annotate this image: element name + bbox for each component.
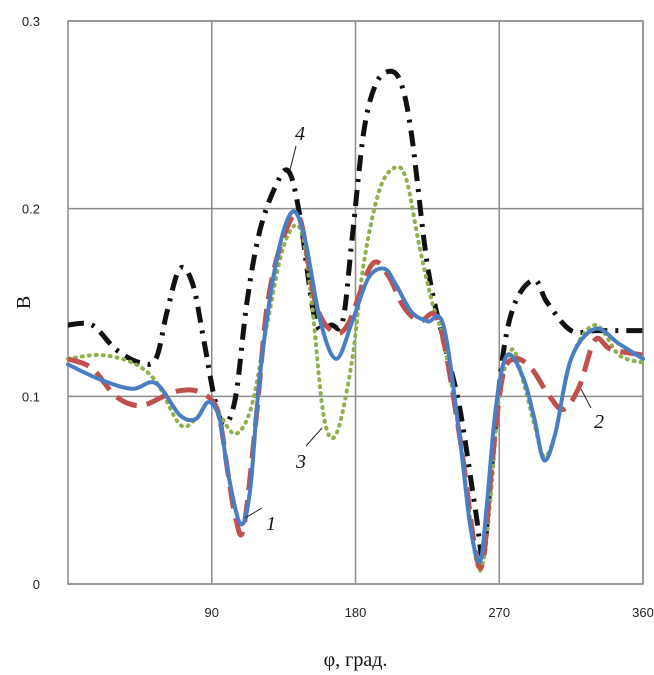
y-tick-label: 0	[33, 577, 40, 592]
grid	[67, 20, 644, 585]
x-axis-title: φ, град.	[324, 649, 388, 671]
series-line-2	[67, 211, 644, 571]
y-tick-label: 0.3	[22, 14, 40, 29]
y-tick-label: 0.2	[22, 202, 40, 217]
x-tick-label: 180	[345, 605, 367, 620]
tick-labels: 90 180 270 360 0 0.1 0.2 0.3	[22, 14, 654, 620]
y-axis-title: B	[13, 296, 35, 309]
curve-label-4: 4	[295, 123, 305, 145]
x-tick-label: 270	[488, 605, 510, 620]
curve-label-leader	[580, 388, 592, 409]
series-layer	[66, 68, 645, 573]
curve-label-leader	[305, 427, 323, 447]
y-tick-label: 0.1	[22, 389, 40, 404]
curve-label-leader	[289, 145, 297, 171]
x-tick-label: 360	[632, 605, 654, 620]
curve-label-3: 3	[295, 451, 306, 473]
series-line-4	[67, 68, 643, 560]
curve-label-1: 1	[266, 513, 276, 535]
curve-label-leader	[244, 507, 263, 519]
x-tick-label: 90	[205, 605, 219, 620]
curve-labels: 1 2 3 4	[244, 123, 604, 535]
series-line-1	[66, 209, 645, 564]
curve-label-2: 2	[594, 411, 604, 433]
